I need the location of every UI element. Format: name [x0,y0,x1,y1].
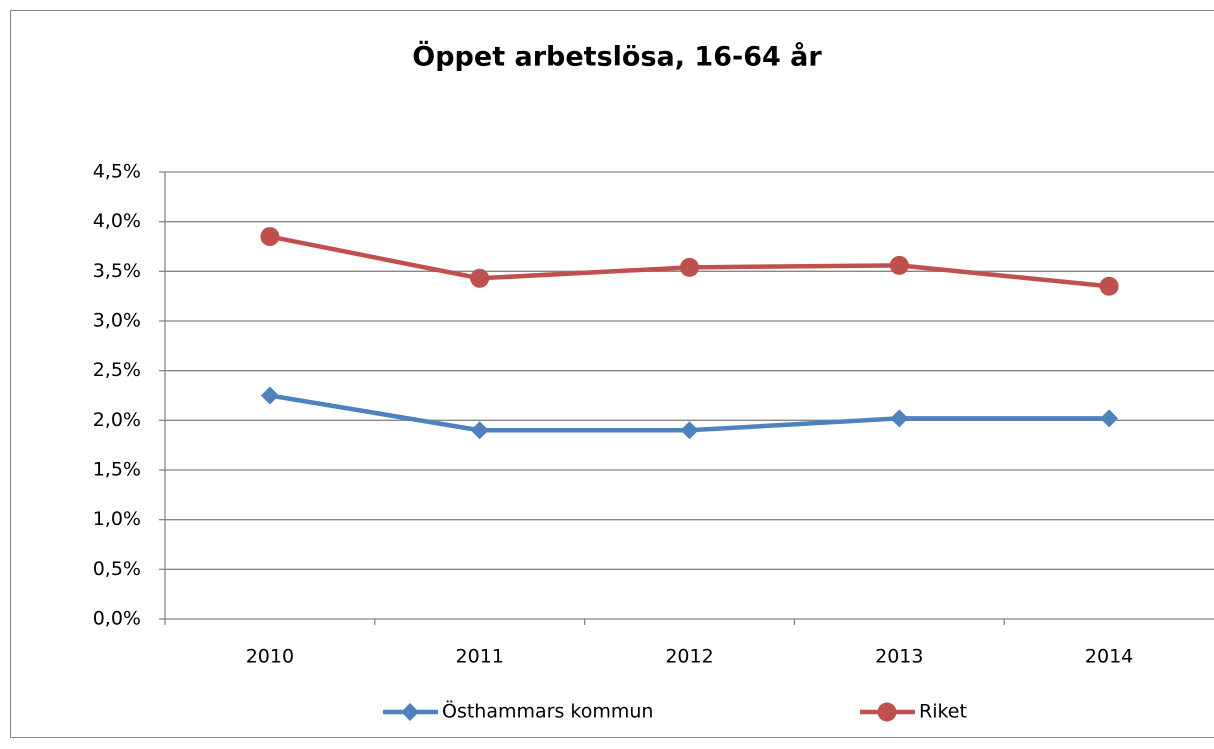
y-tick-label: 1,0% [93,508,141,530]
y-tick-label: 3,0% [93,310,141,332]
point-marker [890,409,909,428]
y-tick-label: 2,5% [93,359,141,381]
y-tick-label: 4,0% [93,210,141,232]
point-marker [260,386,279,405]
legend-label: Riket [919,701,967,723]
point-marker [1099,276,1119,296]
point-marker [1100,409,1119,428]
point-marker [470,421,489,440]
legend-label: Östhammars kommun [442,700,653,723]
y-tick-label: 2,0% [93,409,141,431]
y-tick-label: 4,5% [93,161,141,183]
y-tick-label: 0,5% [93,558,141,580]
point-marker [401,703,419,721]
point-marker [680,421,699,440]
point-marker [470,268,490,288]
y-tick-label: 0,0% [93,608,141,630]
point-marker [889,255,909,275]
chart-frame [10,10,1214,738]
x-tick-label: 2013 [875,646,923,668]
y-tick-label: 3,5% [93,260,141,282]
y-tick-label: 1,5% [93,459,141,481]
point-marker [260,227,280,247]
x-tick-label: 2012 [665,646,713,668]
point-marker [680,257,699,277]
x-tick-label: 2014 [1085,646,1133,668]
chart-title: Öppet arbetslösa, 16-64 år [412,40,822,73]
x-tick-label: 2011 [456,646,504,668]
x-tick-label: 2010 [246,646,294,668]
point-marker [877,702,897,722]
